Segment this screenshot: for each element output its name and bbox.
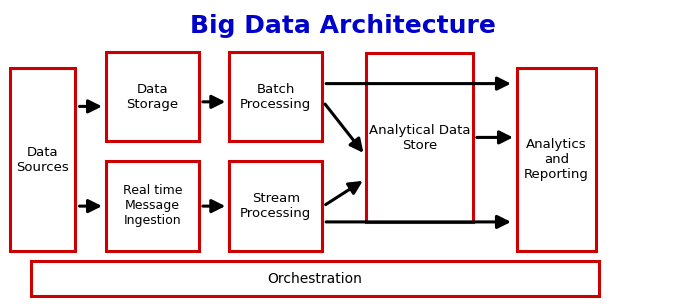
Bar bbox=[31, 261, 599, 296]
Text: Stream
Processing: Stream Processing bbox=[240, 192, 312, 220]
Bar bbox=[106, 161, 199, 251]
Text: Orchestration: Orchestration bbox=[268, 272, 362, 286]
Text: Real time
Message
Ingestion: Real time Message Ingestion bbox=[123, 185, 182, 227]
Text: Analytics
and
Reporting: Analytics and Reporting bbox=[524, 138, 589, 181]
Bar bbox=[229, 161, 322, 251]
Bar bbox=[517, 68, 596, 251]
Text: Data
Storage: Data Storage bbox=[126, 82, 179, 111]
Bar bbox=[229, 52, 322, 141]
Bar bbox=[106, 52, 199, 141]
Text: Big Data Architecture: Big Data Architecture bbox=[190, 14, 495, 38]
Bar bbox=[366, 53, 473, 222]
Bar bbox=[10, 68, 75, 251]
Text: Data
Sources: Data Sources bbox=[16, 146, 69, 174]
Text: Analytical Data
Store: Analytical Data Store bbox=[369, 123, 471, 152]
Text: Batch
Processing: Batch Processing bbox=[240, 82, 312, 111]
